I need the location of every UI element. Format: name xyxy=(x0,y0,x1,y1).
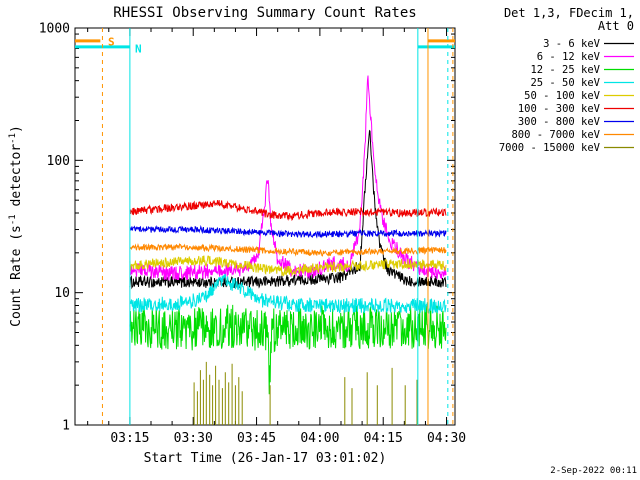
legend-entry-label: 3 - 6 keV xyxy=(543,38,601,50)
legend-entry-label: 800 - 7000 keV xyxy=(511,129,600,141)
y-tick-label: 10 xyxy=(54,286,70,301)
trace-800-7000keV xyxy=(129,242,447,257)
trace-50-100keV xyxy=(129,255,447,277)
legend-entry-label: 50 - 100 keV xyxy=(524,90,601,102)
legend-header-detectors: Det 1,3, FDecim 1, xyxy=(504,6,634,20)
flag-label-S: S xyxy=(108,36,115,49)
plot-creation-timestamp: 2-Sep-2022 00:11 xyxy=(550,466,637,476)
legend-entry-label: 7000 - 15000 keV xyxy=(499,142,601,154)
x-tick-label: 04:15 xyxy=(364,431,403,446)
x-tick-label: 03:30 xyxy=(174,431,213,446)
observing-flags: SN xyxy=(75,28,455,425)
x-tick-label: 04:00 xyxy=(300,431,339,446)
legend-entry-label: 6 - 12 keV xyxy=(537,51,601,63)
x-axis-label: Start Time (26-Jan-17 03:01:02) xyxy=(144,451,387,466)
trace-12-25keV xyxy=(129,304,447,395)
x-tick-label: 04:30 xyxy=(427,431,466,446)
plot-frame xyxy=(74,27,456,426)
trace-3-6keV xyxy=(129,129,447,290)
legend-entry-label: 12 - 25 keV xyxy=(530,64,600,76)
trace-100-300keV xyxy=(129,199,447,222)
flag-label-N: N xyxy=(135,42,142,55)
axes: 1 10 100 1000 03:15 03:30 03:45 04:00 04:15 04:30 xyxy=(39,22,466,447)
y-tick-label: 100 xyxy=(47,154,70,169)
trace-6-12keV xyxy=(129,75,447,281)
series-traces xyxy=(129,75,447,425)
y-tick-label: 1000 xyxy=(39,22,70,37)
trace-300-800keV xyxy=(129,224,447,239)
x-tick-label: 03:45 xyxy=(237,431,276,446)
y-axis-label: Count Rate (s-1 detector-1) xyxy=(8,125,24,327)
legend-entry-label: 300 - 800 keV xyxy=(518,116,601,128)
legend-entry-label: 100 - 300 keV xyxy=(518,103,601,115)
trace-7000-15000keV xyxy=(193,361,418,425)
x-tick-label: 03:15 xyxy=(110,431,149,446)
legend-entry-label: 25 - 50 keV xyxy=(530,77,600,89)
y-tick-label: 1 xyxy=(62,419,70,434)
chart-title: RHESSI Observing Summary Count Rates xyxy=(113,5,416,21)
trace-25-50keV xyxy=(129,273,447,314)
legend-header-attenuator: Att 0 xyxy=(598,19,634,33)
